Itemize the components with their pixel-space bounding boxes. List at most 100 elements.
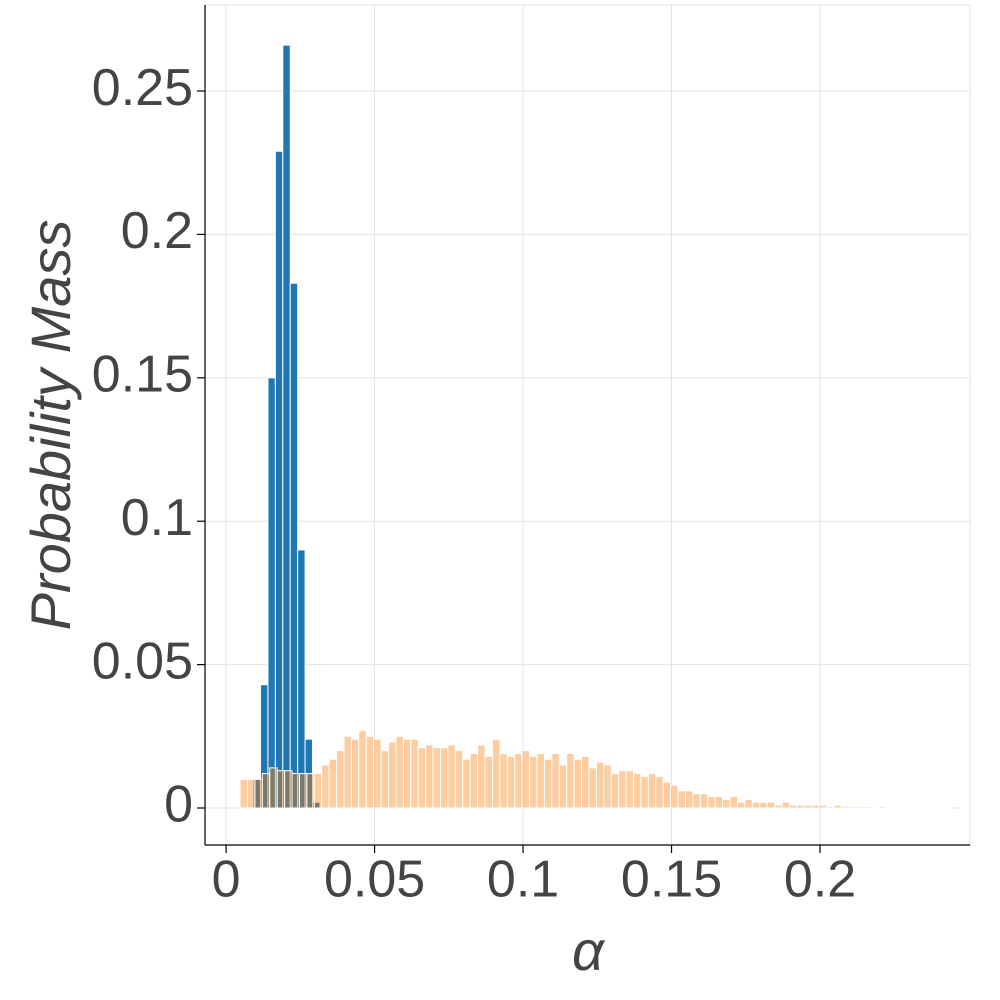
histogram-bar <box>425 744 434 809</box>
y-tick-label: 0.2 <box>121 202 193 260</box>
bars <box>239 44 969 809</box>
x-tick-label: 0.2 <box>784 851 856 909</box>
histogram-bar <box>840 806 850 809</box>
histogram-bar <box>655 775 664 809</box>
histogram-bar <box>685 790 694 809</box>
y-tick-label: 0.15 <box>92 346 193 404</box>
plot-frame <box>204 4 971 846</box>
y-tick-label: 0.25 <box>92 59 193 117</box>
histogram-bar <box>306 773 315 809</box>
histogram-bar <box>274 150 284 809</box>
histogram-bar <box>647 773 657 809</box>
histogram-bar <box>885 806 894 809</box>
histogram-bar <box>321 764 330 809</box>
histogram-bar <box>640 775 649 809</box>
histogram-bar <box>588 767 597 809</box>
histogram-bar <box>566 753 575 809</box>
histogram-bar <box>818 804 828 809</box>
histogram-bar <box>581 755 590 809</box>
histogram-bar <box>811 804 820 809</box>
histogram-bar <box>289 282 299 809</box>
histogram-bar <box>729 796 738 809</box>
histogram-bar <box>417 747 427 809</box>
histogram-bar <box>514 753 523 809</box>
histogram-bar <box>432 747 441 809</box>
histogram-bar <box>573 758 583 809</box>
histogram-bar <box>282 44 291 809</box>
histogram-bar <box>298 773 308 809</box>
histogram-bar <box>826 806 835 809</box>
histogram-bar <box>878 806 887 809</box>
histogram-bar <box>439 747 449 809</box>
histogram-bar <box>373 738 382 809</box>
y-tick-label: 0 <box>164 776 193 834</box>
histogram-bar <box>751 801 761 809</box>
histogram-bar <box>447 744 456 809</box>
histogram-bar <box>462 758 471 809</box>
histogram-bar <box>454 750 464 809</box>
y-axis-label: Probability Mass <box>19 220 82 631</box>
histogram-bar <box>855 806 865 809</box>
x-tick-label: 0.1 <box>487 851 559 909</box>
histogram-bar <box>833 804 842 809</box>
histogram-bar <box>677 790 687 809</box>
histogram-bar <box>254 778 263 809</box>
y-tick-label: 0.1 <box>121 489 193 547</box>
histogram-bar <box>848 806 857 809</box>
histogram-bar <box>863 806 872 809</box>
x-tick-label: 0.05 <box>324 851 425 909</box>
histogram-bar <box>358 730 367 809</box>
histogram-bar <box>692 793 701 809</box>
histogram-bar <box>595 761 605 809</box>
histogram-bar <box>803 804 813 809</box>
histogram-bar <box>558 764 568 809</box>
histogram-bar <box>491 738 501 809</box>
histogram-bar <box>536 753 545 809</box>
histogram-bar <box>618 770 627 809</box>
histogram-bar <box>343 735 352 809</box>
histogram-bar <box>313 773 323 809</box>
histogram-bar <box>670 784 679 809</box>
histogram-bar <box>722 798 731 809</box>
axes: 0 0.05 0.1 0.15 0.2 0 0.05 0.1 0.15 0.2 0.25 <box>92 5 970 909</box>
histogram-bar <box>506 755 516 809</box>
histogram-bar <box>477 744 486 809</box>
histogram-bar <box>499 753 508 809</box>
histogram-bar <box>246 778 256 809</box>
x-axis-label: α <box>572 919 606 982</box>
x-tick-label: 0 <box>212 851 241 909</box>
histogram-bar <box>603 764 612 809</box>
histogram-bar <box>284 770 293 809</box>
histogram-bar <box>788 804 798 809</box>
histogram-bar <box>610 773 620 809</box>
histogram-bar <box>625 770 635 809</box>
x-tick-label: 0.15 <box>621 851 722 909</box>
histogram-bar <box>714 796 724 809</box>
histogram-bar <box>736 801 746 809</box>
histogram-bar <box>521 750 531 809</box>
histogram-bar <box>469 753 479 809</box>
histogram-bar <box>336 750 345 809</box>
histogram-bar <box>350 738 360 809</box>
y-tick-label: 0.05 <box>92 632 193 690</box>
histogram-bar <box>529 755 538 809</box>
histogram-bar <box>297 549 306 809</box>
histogram-bar <box>365 735 375 809</box>
histogram-bar <box>328 758 338 809</box>
histogram-bar <box>380 750 390 809</box>
histogram-bar <box>276 770 286 809</box>
histogram-bar <box>699 793 709 809</box>
histogram-bar <box>900 806 909 809</box>
histogram-bar <box>261 773 271 809</box>
histogram-bar <box>774 804 783 809</box>
histogram-bar <box>551 753 560 809</box>
histogram-bar <box>915 806 924 809</box>
histogram-bar <box>870 806 880 809</box>
histogram-bar <box>633 773 642 809</box>
histogram-bar <box>267 377 276 809</box>
histogram-bar <box>766 801 776 809</box>
histogram-bar <box>662 781 672 809</box>
histogram-bar <box>410 738 419 809</box>
